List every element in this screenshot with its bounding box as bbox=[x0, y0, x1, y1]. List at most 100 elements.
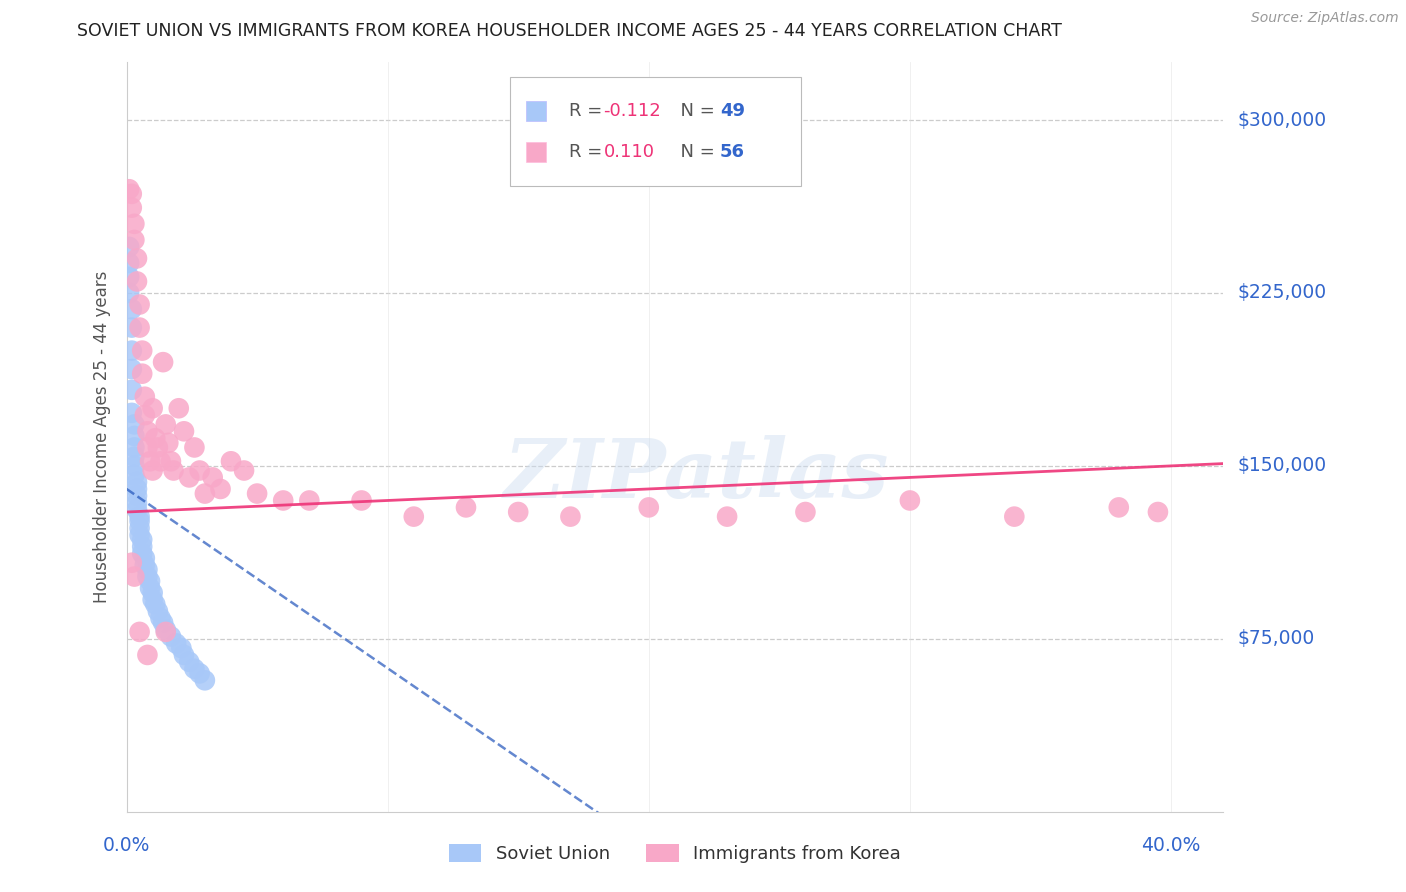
Point bbox=[155, 624, 177, 639]
Text: 56: 56 bbox=[720, 144, 745, 161]
Point bbox=[124, 417, 146, 432]
Point bbox=[143, 431, 166, 445]
Point bbox=[131, 533, 153, 547]
Point bbox=[560, 509, 582, 524]
Point bbox=[637, 500, 659, 515]
Text: 0.110: 0.110 bbox=[603, 144, 655, 161]
Text: Source: ZipAtlas.com: Source: ZipAtlas.com bbox=[1251, 11, 1399, 25]
Point bbox=[121, 383, 143, 397]
Point bbox=[128, 528, 150, 542]
Point bbox=[136, 441, 159, 455]
Point bbox=[219, 454, 242, 468]
Point bbox=[131, 540, 153, 554]
Point bbox=[128, 514, 150, 528]
Text: $75,000: $75,000 bbox=[1237, 630, 1315, 648]
Point bbox=[194, 673, 217, 688]
Point bbox=[142, 401, 165, 416]
Point bbox=[508, 505, 530, 519]
Point bbox=[118, 240, 141, 254]
Point bbox=[402, 509, 425, 524]
Point bbox=[1002, 509, 1025, 524]
Point bbox=[716, 509, 738, 524]
Point bbox=[454, 500, 477, 515]
Legend: Soviet Union, Immigrants from Korea: Soviet Union, Immigrants from Korea bbox=[441, 837, 908, 870]
Point bbox=[128, 320, 150, 334]
Point bbox=[298, 493, 321, 508]
Point bbox=[209, 482, 232, 496]
Point bbox=[124, 468, 146, 483]
Point bbox=[121, 320, 143, 334]
Point bbox=[194, 486, 217, 500]
Point bbox=[125, 496, 148, 510]
Point bbox=[155, 623, 177, 637]
Point bbox=[125, 489, 148, 503]
Point bbox=[121, 362, 143, 376]
Point bbox=[136, 563, 159, 577]
Point bbox=[125, 275, 148, 289]
Point bbox=[124, 569, 146, 583]
Point bbox=[167, 401, 190, 416]
Point bbox=[121, 556, 143, 570]
Point bbox=[118, 182, 141, 196]
Point bbox=[128, 521, 150, 535]
Text: 40.0%: 40.0% bbox=[1142, 836, 1201, 855]
Text: R =: R = bbox=[568, 103, 607, 120]
Point bbox=[1108, 500, 1130, 515]
Point bbox=[134, 551, 156, 566]
Point bbox=[139, 574, 162, 589]
Point bbox=[134, 558, 156, 572]
Point bbox=[125, 482, 148, 496]
Point bbox=[128, 624, 150, 639]
Point bbox=[149, 454, 172, 468]
Point bbox=[143, 597, 166, 611]
Point bbox=[160, 454, 183, 468]
Point bbox=[124, 429, 146, 443]
Text: $225,000: $225,000 bbox=[1237, 284, 1326, 302]
Point bbox=[139, 454, 162, 468]
Text: $150,000: $150,000 bbox=[1237, 457, 1326, 475]
Text: SOVIET UNION VS IMMIGRANTS FROM KOREA HOUSEHOLDER INCOME AGES 25 - 44 YEARS CORR: SOVIET UNION VS IMMIGRANTS FROM KOREA HO… bbox=[77, 22, 1062, 40]
Point bbox=[162, 463, 184, 477]
Point bbox=[134, 408, 156, 422]
Point bbox=[128, 297, 150, 311]
Text: R =: R = bbox=[568, 144, 607, 161]
Point bbox=[142, 585, 165, 599]
Point bbox=[124, 217, 146, 231]
Point bbox=[118, 269, 141, 284]
Point bbox=[188, 666, 211, 681]
Point bbox=[136, 425, 159, 439]
Point bbox=[1147, 505, 1170, 519]
Point bbox=[125, 252, 148, 266]
Point bbox=[124, 450, 146, 464]
Point bbox=[121, 343, 143, 358]
Point bbox=[124, 233, 146, 247]
Point bbox=[898, 493, 921, 508]
Point bbox=[183, 662, 205, 676]
Point bbox=[271, 493, 294, 508]
Point bbox=[131, 367, 153, 381]
Point bbox=[160, 630, 183, 644]
Point bbox=[246, 486, 269, 500]
Text: ZIPatlas: ZIPatlas bbox=[505, 434, 890, 515]
Point bbox=[350, 493, 373, 508]
Point bbox=[794, 505, 817, 519]
Point bbox=[118, 285, 141, 300]
Point bbox=[165, 636, 187, 650]
Point bbox=[149, 611, 172, 625]
Y-axis label: Householder Income Ages 25 - 44 years: Householder Income Ages 25 - 44 years bbox=[93, 271, 111, 603]
Point bbox=[155, 417, 177, 432]
Text: $300,000: $300,000 bbox=[1237, 111, 1326, 129]
Point bbox=[131, 547, 153, 561]
Point bbox=[128, 509, 150, 524]
Text: N =: N = bbox=[669, 144, 721, 161]
Point bbox=[146, 441, 169, 455]
Point bbox=[170, 640, 193, 655]
Point bbox=[136, 648, 159, 662]
Text: N =: N = bbox=[669, 103, 721, 120]
Point bbox=[131, 343, 153, 358]
Point bbox=[134, 390, 156, 404]
Point bbox=[188, 463, 211, 477]
Point bbox=[146, 604, 169, 618]
Point bbox=[142, 592, 165, 607]
Text: 49: 49 bbox=[720, 103, 745, 120]
